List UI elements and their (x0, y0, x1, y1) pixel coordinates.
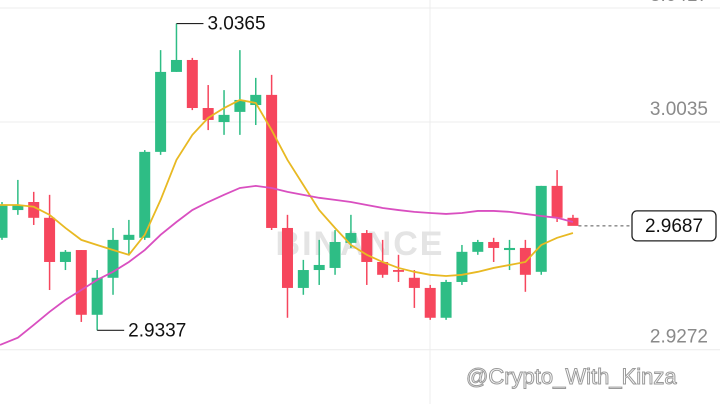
watermark: BINANCE (276, 225, 445, 263)
candle-body (472, 241, 484, 252)
candle-body (28, 202, 40, 218)
candle-body (59, 251, 71, 262)
candle-body (107, 239, 119, 278)
candle-body (313, 264, 325, 271)
high-annotation: 3.0365 (207, 14, 265, 35)
candle-body (440, 281, 452, 318)
candle-body (170, 59, 182, 72)
credit: @Crypto_With_Kinza (466, 364, 677, 389)
candle-body (155, 71, 167, 152)
current-price-box (631, 210, 717, 242)
candle-body (408, 277, 420, 288)
candle-body (377, 261, 389, 275)
candle-body (218, 114, 230, 123)
moving-average-line (0, 99, 574, 277)
candle-body (139, 151, 151, 238)
candle-body (488, 241, 500, 248)
candle-body (361, 233, 373, 262)
candle-body (123, 234, 135, 240)
candle-body (186, 59, 198, 109)
y-tick-label: 3.0035 (650, 99, 708, 120)
candle-body (44, 217, 56, 262)
candle-body (250, 94, 262, 106)
candle-body (12, 204, 24, 211)
candle-body (202, 108, 214, 120)
candle-body (329, 241, 341, 268)
candle-body (281, 227, 293, 288)
y-tick-label: 3.0417 (650, 0, 708, 6)
candle-body (297, 270, 309, 288)
low-annotation: 2.9337 (128, 320, 186, 341)
candle-body (266, 94, 278, 228)
candle-body (551, 185, 563, 218)
candle-body (504, 247, 516, 251)
candle-body (535, 185, 547, 272)
candle-body (0, 204, 8, 238)
candle-body (91, 277, 103, 315)
candle-body (424, 287, 436, 318)
grid: 2.9272 3.0035 3.0417 (0, 0, 720, 351)
candle-body (75, 250, 87, 315)
candle-body (234, 99, 246, 112)
y-tick-label: 2.9272 (650, 327, 708, 348)
moving-average-line (0, 184, 574, 346)
candle-body (456, 251, 468, 282)
candle-body (393, 270, 404, 272)
current-price-label: 2.9687 (645, 216, 703, 237)
candle-body (345, 233, 357, 243)
marks: 3.0365 2.9337 2.9687 (0, 14, 717, 346)
